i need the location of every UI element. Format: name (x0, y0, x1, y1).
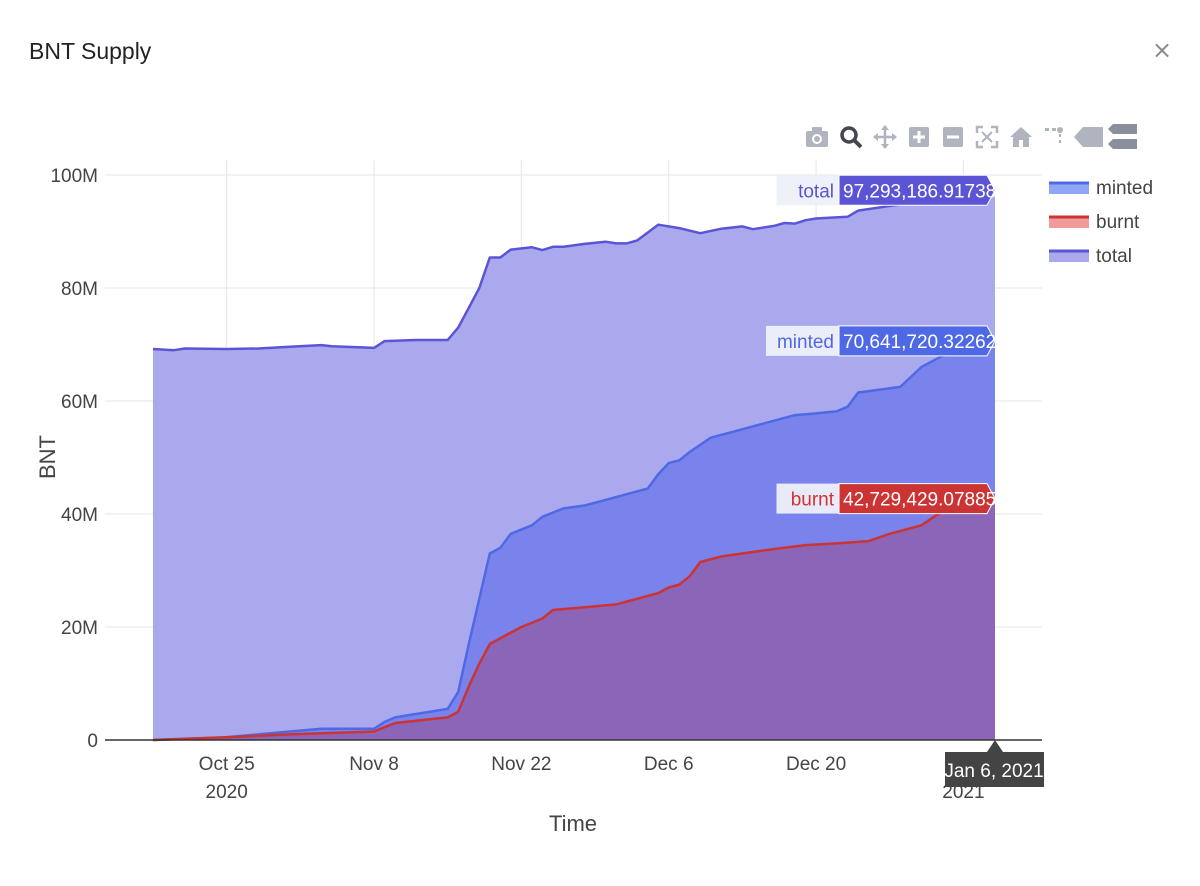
y-tick-label: 100M (50, 166, 98, 187)
legend-item-minted[interactable]: minted (1049, 178, 1153, 199)
area-fill-burnt[interactable] (153, 498, 995, 740)
y-axis-title: BNT (35, 435, 60, 479)
modebar (800, 118, 1140, 156)
x-tick-label: Dec 20 (786, 754, 846, 775)
zoom-icon[interactable] (834, 118, 868, 156)
x-tick-label: Nov 22 (491, 754, 551, 775)
hover-label-burnt: burnt 42,729,429.07885 (776, 483, 996, 515)
modal-title: BNT Supply (29, 38, 152, 64)
y-tick-label: 40M (61, 505, 98, 526)
y-tick-label: 80M (61, 279, 98, 300)
plot-areas[interactable] (152, 189, 996, 742)
hover-value-box (838, 174, 996, 206)
series-line-burnt[interactable] (152, 497, 996, 742)
series-line-total[interactable] (152, 189, 996, 352)
legend-label: total (1096, 246, 1132, 267)
legend-swatch (1049, 250, 1089, 262)
axes: 0 20M 40M 60M 80M 100M Oct 25 2020 Nov 8 Nov 22 De… (50, 166, 1042, 803)
hover-date-text: Jan 6, 2021 (944, 761, 1043, 782)
hover-value-box (838, 325, 996, 357)
hover-label-minted: minted 70,641,720.32262 (766, 325, 996, 357)
y-tick-label: 60M (61, 392, 98, 413)
legend[interactable]: minted burnt total (1049, 178, 1153, 267)
hover-date-label: Jan 6, 2021 (944, 740, 1044, 787)
hover-name-box (776, 483, 839, 514)
x-tick-label: Dec 6 (644, 754, 694, 775)
legend-swatch (1049, 182, 1089, 194)
hover-closest-icon[interactable] (1072, 118, 1106, 156)
hover-label-total: total 97,293,186.91738 (776, 174, 996, 206)
hover-name: total (798, 181, 834, 202)
spike-lines-icon[interactable] (1038, 118, 1072, 156)
legend-label: minted (1096, 178, 1153, 199)
hover-name: burnt (791, 490, 835, 511)
legend-item-total[interactable]: total (1049, 246, 1132, 267)
hover-name-box (766, 325, 839, 356)
y-tick-label: 0 (87, 731, 98, 752)
close-button[interactable]: × (1152, 36, 1173, 64)
hover-value: 42,729,429.07885 (843, 490, 996, 511)
legend-label: burnt (1096, 212, 1140, 233)
legend-swatch (1049, 216, 1089, 228)
hover-value-box (838, 483, 996, 515)
hover-name-box (776, 175, 839, 206)
legend-item-burnt[interactable]: burnt (1049, 212, 1140, 233)
series-line-minted[interactable] (152, 339, 996, 742)
zoom-in-icon[interactable] (902, 118, 936, 156)
hover-value: 70,641,720.32262 (843, 332, 996, 353)
x-tick-label: Nov 8 (349, 754, 399, 775)
hover-labels: total 97,293,186.91738 minted 70,641,720.32… (766, 174, 1044, 787)
hover-compare-icon[interactable] (1106, 118, 1140, 156)
autoscale-icon[interactable] (970, 118, 1004, 156)
pan-icon[interactable] (868, 118, 902, 156)
hover-value: 97,293,186.91738 (843, 181, 996, 202)
x-tick-label: Oct 25 (199, 754, 255, 775)
zoom-out-icon[interactable] (936, 118, 970, 156)
reset-axes-icon[interactable] (1004, 118, 1038, 156)
x-axis-title: Time (549, 811, 597, 836)
camera-icon[interactable] (800, 118, 834, 156)
x-tick-year-label: 2021 (942, 782, 984, 803)
hover-name: minted (777, 332, 834, 353)
hover-date-box (945, 740, 1044, 787)
x-tick-year-label: 2020 (206, 782, 248, 803)
y-tick-label: 20M (61, 618, 98, 639)
